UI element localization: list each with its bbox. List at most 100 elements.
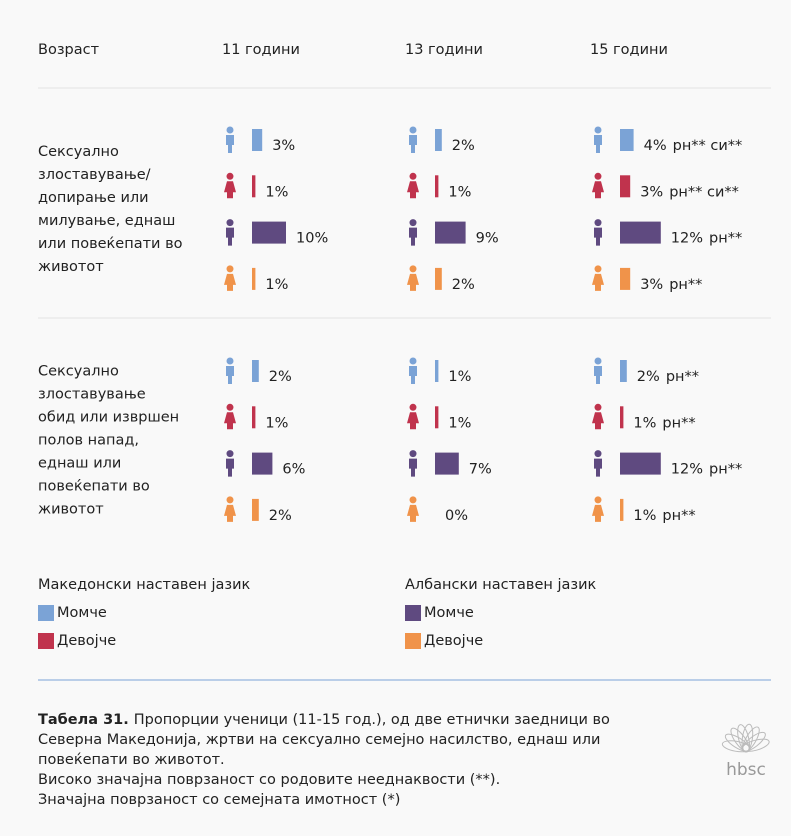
bar (252, 406, 256, 429)
value-text: 3% (272, 138, 295, 154)
person-icon (594, 219, 602, 246)
person-icon (407, 403, 419, 430)
icon-head (226, 496, 234, 504)
value-text: 3% (640, 184, 663, 200)
row-label: Сексуално (38, 363, 119, 379)
icon-head (409, 357, 417, 365)
caption-line: Северна Македонија, жртви на сексуално с… (38, 732, 600, 748)
icon-head (594, 172, 602, 180)
value-text: 1% (633, 415, 656, 431)
bar (435, 221, 466, 244)
icon-head (409, 219, 417, 227)
icon-head (594, 357, 602, 365)
icon-head (409, 265, 417, 273)
icon-head (226, 265, 234, 273)
value-label: 1% (265, 415, 288, 431)
person-icon (592, 172, 604, 199)
bar (620, 360, 627, 382)
icon-head (409, 126, 417, 134)
value-label: 3% рн** (640, 277, 702, 293)
value-label: 1% (448, 184, 471, 200)
bar (620, 267, 631, 290)
value-label: 2% (269, 508, 292, 524)
legend-title: Албански наставен јазик (405, 577, 597, 593)
bar (252, 452, 273, 475)
caption-bold: Табела 31. (38, 712, 129, 728)
person-icon (224, 496, 236, 522)
caption-line: Високо значајна поврзаност со родовите н… (38, 772, 500, 788)
significance: рн** (666, 369, 699, 385)
person-icon (409, 357, 417, 384)
bar (620, 221, 661, 244)
person-icon (226, 357, 234, 384)
legend-label: Девојче (57, 633, 116, 649)
icon-body (407, 273, 419, 291)
icon-body (226, 458, 234, 477)
value-text: 6% (282, 462, 305, 478)
legend-swatch (38, 605, 54, 621)
icon-head (409, 172, 417, 180)
row-label: повеќепати во (38, 478, 150, 494)
value-label: 0% (445, 508, 468, 524)
icon-body (409, 135, 417, 153)
significance: рн** (662, 508, 695, 524)
icon-head (594, 450, 602, 458)
icon-head (226, 219, 234, 227)
value-label: 4% рн** си** (644, 138, 743, 154)
value-text: 7% (469, 462, 492, 478)
significance: рн** си** (673, 138, 743, 154)
icon-head (226, 172, 234, 180)
icon-body (594, 366, 602, 384)
legend-label: Момче (424, 605, 474, 621)
value-text: 1% (448, 415, 471, 431)
legend-swatch (38, 633, 54, 649)
icon-body (224, 412, 236, 430)
value-label: 9% (476, 231, 499, 247)
value-text: 0% (445, 508, 468, 524)
value-label: 1% (265, 277, 288, 293)
value-label: 6% (282, 462, 305, 478)
person-icon (224, 265, 236, 291)
value-text: 1% (448, 369, 471, 385)
bar (435, 452, 459, 475)
value-label: 7% (469, 462, 492, 478)
significance: рн** (669, 277, 702, 293)
row-label: обид или извршен (38, 409, 179, 425)
value-label: 2% (269, 369, 292, 385)
value-text: 2% (269, 508, 292, 524)
icon-head (409, 496, 417, 504)
bar (252, 129, 263, 151)
value-text: 12% (671, 462, 703, 478)
row-label: животот (38, 259, 104, 275)
value-text: 1% (633, 508, 656, 524)
value-text: 4% (644, 138, 667, 154)
bar (435, 406, 439, 429)
icon-body (226, 135, 234, 153)
logo: hbsc (726, 760, 766, 780)
value-label: 3% рн** си** (640, 184, 739, 200)
icon-body (226, 227, 234, 246)
icon-head (226, 357, 234, 365)
person-icon (594, 126, 602, 153)
icon-head (594, 219, 602, 227)
bar (252, 221, 286, 244)
icon-body (407, 181, 419, 199)
row-label: Сексуално (38, 144, 119, 160)
icon-body (592, 412, 604, 430)
row-label: допирање или (38, 190, 149, 206)
icon-head (594, 265, 602, 273)
icon-head (594, 403, 602, 411)
value-text: 3% (640, 277, 663, 293)
person-icon (592, 403, 604, 430)
significance: рн** (662, 415, 695, 431)
value-text: 12% (671, 231, 703, 247)
person-icon (224, 172, 236, 199)
bar (252, 267, 256, 290)
bar (620, 129, 634, 151)
significance: рн** си** (669, 184, 739, 200)
person-icon (224, 403, 236, 430)
value-text: 10% (296, 231, 328, 247)
person-icon (409, 450, 417, 477)
row-label: или повеќепати во (38, 236, 183, 252)
